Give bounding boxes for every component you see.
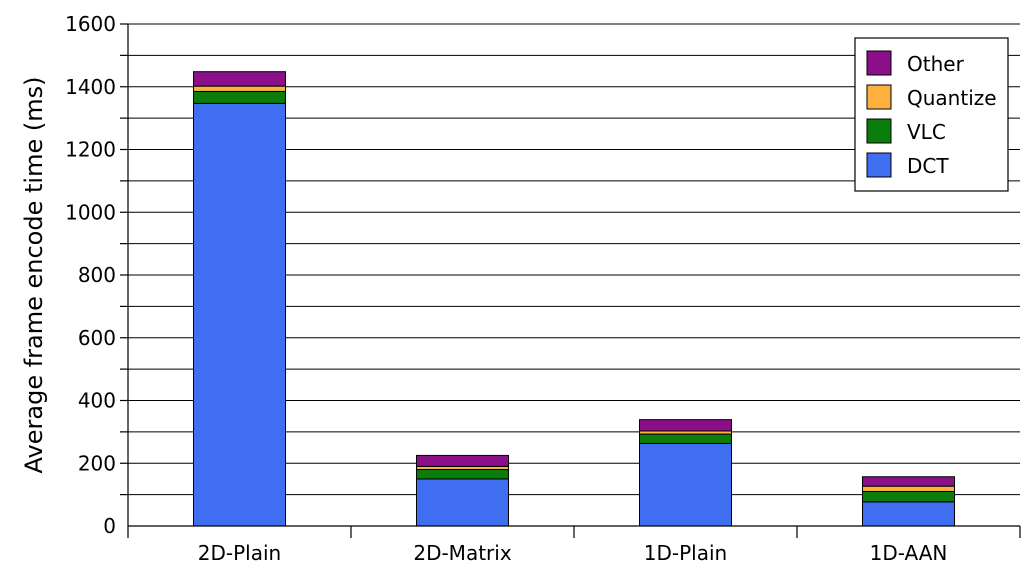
legend-swatch-quantize xyxy=(866,84,892,110)
y-tick-label: 1600 xyxy=(65,12,116,36)
y-tick-label: 400 xyxy=(78,389,116,413)
y-tick-label: 600 xyxy=(78,326,116,350)
bar-segment-dct xyxy=(862,501,955,527)
y-tick-label: 1000 xyxy=(65,200,116,224)
x-tick-labels: 2D-Plain 2D-Matrix 1D-Plain 1D-AAN xyxy=(198,541,948,565)
bar-segment-dct xyxy=(639,442,732,527)
bar-segment-other xyxy=(193,71,286,87)
bar-segment-quantize xyxy=(193,85,286,92)
y-tick-label: 0 xyxy=(103,514,116,538)
bar-segment-vlc xyxy=(416,469,509,480)
x-tick-label: 1D-Plain xyxy=(644,541,727,565)
x-tick-label: 2D-Plain xyxy=(198,541,281,565)
bar-segment-vlc xyxy=(193,90,286,104)
bar-segment-dct xyxy=(416,478,509,527)
legend-label-quantize: Quantize xyxy=(907,86,997,110)
bar-segment-quantize xyxy=(862,485,955,492)
x-tick-label: 1D-AAN xyxy=(870,541,948,565)
legend: Other Quantize VLC DCT xyxy=(854,37,1009,192)
bar-segment-vlc xyxy=(862,490,955,503)
bars xyxy=(193,71,955,527)
y-tick-labels: 0 200 400 600 800 1000 1200 1400 1600 xyxy=(65,12,116,538)
legend-swatch-other xyxy=(866,50,892,76)
legend-swatch-dct xyxy=(866,152,892,178)
legend-swatch-vlc xyxy=(866,118,892,144)
y-tick-label: 1200 xyxy=(65,138,116,162)
y-tick-label: 1400 xyxy=(65,75,116,99)
axes xyxy=(120,23,1021,538)
bar-segment-dct xyxy=(193,102,286,527)
y-tick-label: 800 xyxy=(78,263,116,287)
legend-label-other: Other xyxy=(907,52,965,76)
bar-segment-other xyxy=(639,419,732,432)
bar-segment-vlc xyxy=(639,433,732,444)
x-tick-label: 2D-Matrix xyxy=(413,541,511,565)
bar-segment-other xyxy=(862,476,955,487)
legend-label-dct: DCT xyxy=(907,154,949,178)
y-tick-label: 200 xyxy=(78,451,116,475)
y-axis-title: Average frame encode time (ms) xyxy=(20,77,48,474)
bar-segment-other xyxy=(416,454,509,467)
legend-label-vlc: VLC xyxy=(907,120,946,144)
